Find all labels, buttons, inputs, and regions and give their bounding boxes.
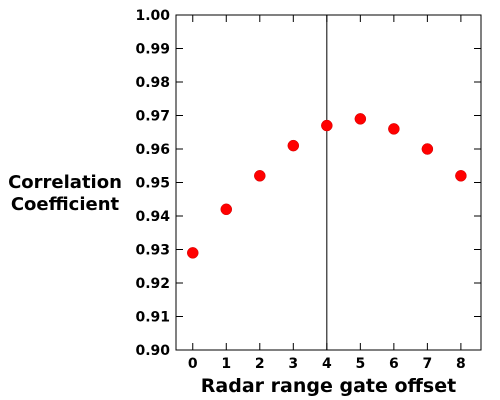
- y-tick-label: 0.93: [135, 243, 170, 259]
- data-point: [388, 123, 400, 135]
- y-tick-label: 0.92: [135, 276, 170, 292]
- x-tick-label: 0: [188, 356, 198, 372]
- data-point: [421, 143, 434, 155]
- y-axis: 0.90 0.91 0.92 0.93 0.94 0.95 0.96 0.97 0.98 0.99…: [135, 8, 481, 359]
- x-tick-label: 8: [456, 356, 466, 372]
- data-point: [254, 170, 266, 182]
- y-axis-label-line-2: Coefficient: [10, 194, 120, 215]
- data-points: [187, 113, 467, 259]
- x-tick-label: 6: [389, 356, 399, 372]
- y-tick-label: 1.00: [135, 8, 170, 24]
- data-point: [455, 170, 467, 182]
- x-tick-label: 1: [221, 356, 231, 372]
- y-tick-label: 0.94: [135, 209, 170, 225]
- x-tick-label: 4: [322, 356, 332, 372]
- x-tick-label: 3: [288, 356, 298, 372]
- y-tick-label: 0.95: [135, 176, 170, 192]
- y-tick-label: 0.96: [135, 142, 170, 158]
- x-axis: 0 1 2 3 4 5 6 7 8: [188, 15, 466, 372]
- x-axis-label: Radar range gate offset: [200, 375, 457, 397]
- data-point: [187, 247, 199, 259]
- data-point: [287, 139, 300, 152]
- x-tick-label: 2: [255, 356, 265, 372]
- y-tick-label: 0.97: [135, 109, 170, 125]
- y-axis-label-line-1: Correlation: [8, 172, 122, 193]
- y-tick-label: 0.91: [135, 310, 170, 326]
- y-tick-label: 0.98: [135, 75, 170, 91]
- y-axis-label: Correlation Coefficient: [0, 172, 130, 216]
- data-point: [354, 113, 367, 125]
- plot-frame: [175, 14, 482, 351]
- data-point: [220, 203, 233, 216]
- data-point: [321, 119, 333, 132]
- x-tick-label: 7: [422, 356, 432, 372]
- y-tick-label: 0.99: [135, 42, 170, 58]
- x-tick-label: 5: [355, 356, 365, 372]
- y-tick-label: 0.90: [135, 343, 170, 359]
